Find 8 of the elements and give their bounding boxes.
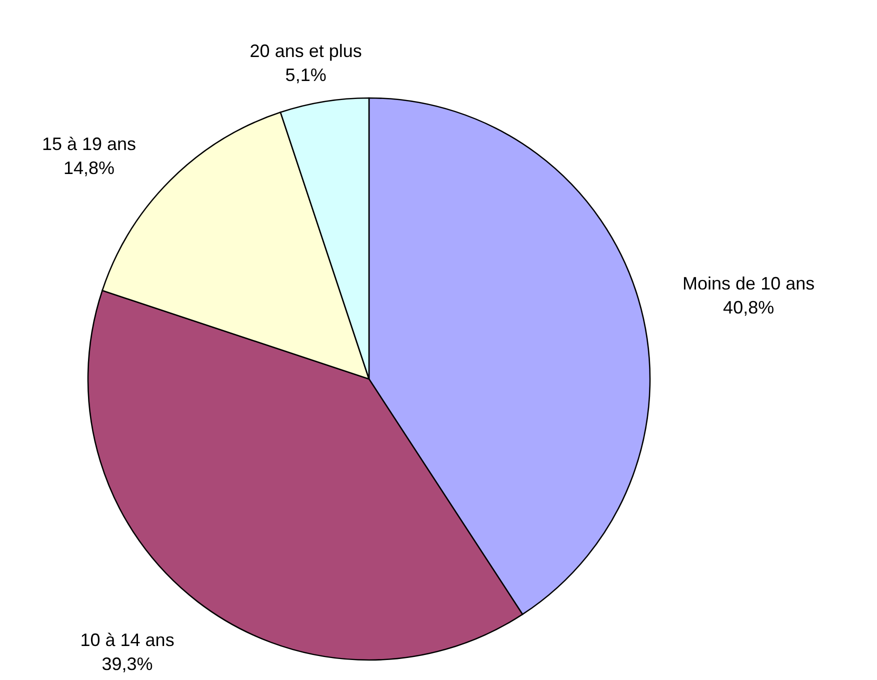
data-label: 40,8% bbox=[723, 298, 774, 318]
slice-label: Moins de 10 ans bbox=[682, 274, 815, 294]
data-label: 14,8% bbox=[63, 158, 115, 178]
data-label: 5,1% bbox=[285, 65, 326, 86]
slice-label: 15 à 19 ans bbox=[42, 134, 136, 154]
slice-label: 20 ans et plus bbox=[250, 41, 362, 62]
data-label: 39,3% bbox=[102, 654, 153, 674]
slice-label: 10 à 14 ans bbox=[80, 630, 174, 650]
